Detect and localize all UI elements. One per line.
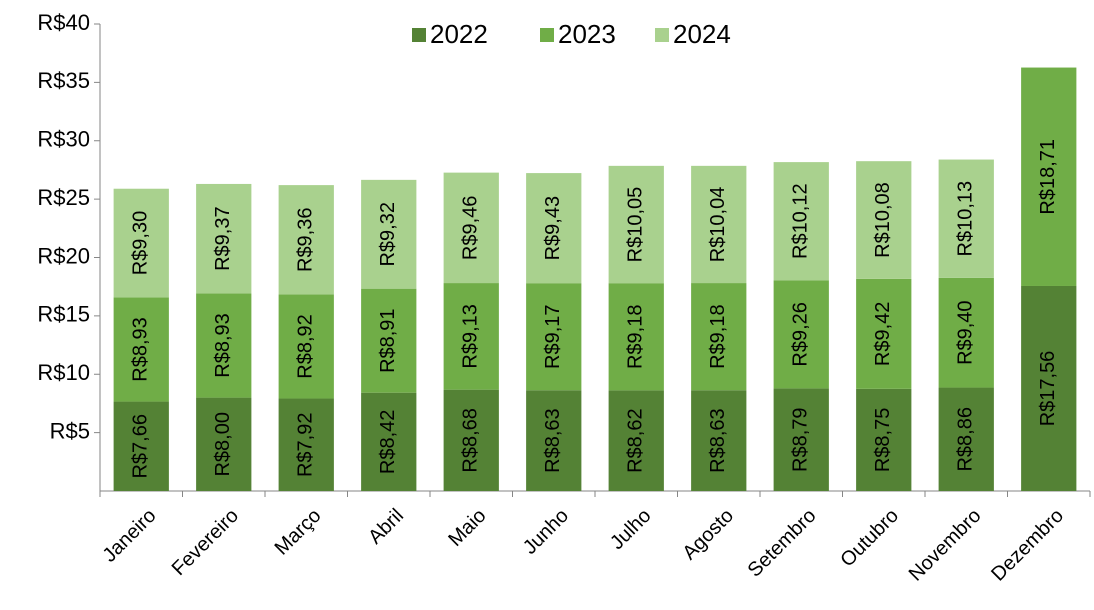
value-label: R$8,86 (955, 407, 977, 472)
bar-segment (1021, 67, 1077, 286)
bar-segment (773, 162, 829, 281)
bar-segment (361, 179, 417, 289)
x-tick-label: Novembro (905, 505, 986, 586)
value-label: R$8,93 (130, 317, 152, 382)
legend-swatch (412, 28, 426, 42)
legend-swatch (540, 28, 554, 42)
bar-segment (526, 173, 582, 284)
bar-segment (856, 161, 912, 279)
bar-segment (278, 185, 334, 295)
bar-segment (113, 401, 169, 491)
bar-segment (608, 165, 664, 284)
bar-segment (196, 397, 252, 491)
bar-segment (691, 283, 747, 391)
value-label: R$7,66 (130, 414, 152, 479)
bar-segment (856, 388, 912, 491)
x-tick-label: Setembro (744, 505, 821, 582)
y-tick-label: R$10 (37, 360, 90, 385)
legend-label: 2024 (673, 19, 731, 49)
y-tick-label: R$15 (37, 302, 90, 327)
value-label: R$10,04 (707, 187, 729, 263)
bar-segment (608, 283, 664, 391)
value-label: R$18,71 (1037, 139, 1059, 215)
y-tick-label: R$35 (37, 68, 90, 93)
value-label: R$9,30 (130, 211, 152, 276)
value-label: R$9,37 (212, 206, 234, 271)
value-label: R$8,75 (872, 408, 894, 473)
y-tick-label: R$5 (50, 418, 90, 443)
value-label: R$8,62 (625, 408, 647, 473)
bar-segment (773, 280, 829, 389)
value-label: R$9,18 (707, 304, 729, 369)
value-label: R$9,40 (955, 300, 977, 365)
bar-segment (196, 183, 252, 294)
bar-segment (773, 388, 829, 491)
y-tick-label: R$25 (37, 185, 90, 210)
value-label: R$8,00 (212, 412, 234, 477)
x-tick-label: Abril (364, 505, 408, 549)
value-label: R$8,92 (295, 314, 317, 379)
bar-segment (443, 389, 499, 491)
bar-segment (526, 390, 582, 491)
value-label: R$9,17 (542, 304, 564, 369)
value-label: R$9,46 (460, 196, 482, 261)
bar-segment (443, 172, 499, 284)
x-tick-label: Agosto (678, 505, 738, 565)
x-tick-label: Outubro (836, 505, 903, 572)
bar-segment (196, 293, 252, 398)
y-tick-label: R$40 (37, 10, 90, 35)
legend-label: 2022 (430, 19, 488, 49)
bar-segment (278, 294, 334, 399)
x-tick-label: Dezembro (987, 505, 1068, 586)
x-tick-label: Fevereiro (168, 505, 243, 580)
legend-swatch (655, 28, 669, 42)
x-tick-label: Março (271, 505, 326, 560)
bar-segment (526, 283, 582, 391)
x-tick-label: Maio (444, 505, 490, 551)
bar-segment (691, 390, 747, 491)
bar-segment (361, 392, 417, 491)
bar-segment (443, 283, 499, 390)
value-label: R$10,12 (790, 183, 812, 259)
bar-segment (278, 398, 334, 491)
value-label: R$9,26 (790, 302, 812, 367)
value-label: R$9,32 (377, 202, 399, 267)
value-label: R$8,42 (377, 410, 399, 475)
value-label: R$9,42 (872, 302, 894, 367)
value-label: R$9,13 (460, 304, 482, 369)
value-label: R$10,13 (955, 181, 977, 257)
value-label: R$17,56 (1037, 351, 1059, 427)
y-tick-label: R$20 (37, 243, 90, 268)
bar-segment (608, 390, 664, 491)
bar-segment (113, 297, 169, 402)
y-tick-label: R$30 (37, 127, 90, 152)
x-tick-label: Junho (519, 505, 573, 559)
value-label: R$7,92 (295, 413, 317, 478)
legend-label: 2023 (558, 19, 616, 49)
value-label: R$8,63 (707, 408, 729, 473)
bar-segment (938, 277, 994, 388)
x-tick-label: Janeiro (99, 505, 161, 567)
bar-segment (938, 387, 994, 491)
value-label: R$8,63 (542, 408, 564, 473)
bar-segment (938, 159, 994, 278)
value-label: R$10,05 (625, 187, 647, 263)
bar-segment (113, 188, 169, 298)
value-label: R$8,93 (212, 313, 234, 378)
bar-segment (1021, 285, 1077, 491)
value-label: R$10,08 (872, 182, 894, 258)
x-tick-label: Julho (606, 505, 655, 554)
value-label: R$9,18 (625, 305, 647, 370)
value-label: R$9,36 (295, 208, 317, 273)
bar-segment (856, 278, 912, 389)
value-label: R$8,68 (460, 408, 482, 473)
value-label: R$8,91 (377, 308, 399, 373)
value-label: R$8,79 (790, 407, 812, 472)
bar-segment (691, 165, 747, 284)
value-label: R$9,43 (542, 196, 564, 261)
bar-segment (361, 288, 417, 393)
